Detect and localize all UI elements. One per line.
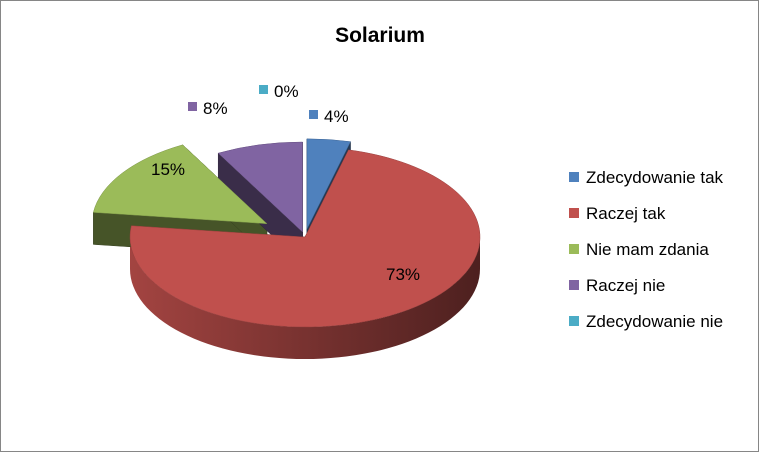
legend-label-3: Nie mam zdania bbox=[586, 240, 709, 259]
legend-swatch-3 bbox=[569, 244, 579, 254]
chart-title: Solarium bbox=[335, 24, 425, 47]
legend-swatch-4 bbox=[569, 280, 579, 290]
legend-label-4: Raczej nie bbox=[586, 276, 665, 295]
data-label-marker-5 bbox=[259, 85, 268, 94]
data-label-4: 8% bbox=[203, 99, 228, 118]
data-label-5: 0% bbox=[274, 82, 299, 101]
data-label-3: 15% bbox=[151, 160, 185, 179]
data-label-1: 4% bbox=[324, 107, 349, 126]
legend-label-1: Zdecydowanie tak bbox=[586, 168, 724, 187]
pie-slice-3 bbox=[93, 144, 268, 224]
legend-swatch-5 bbox=[569, 316, 579, 326]
pie-slice-4 bbox=[217, 141, 303, 233]
data-label-marker-1 bbox=[309, 110, 318, 119]
data-label-marker-4 bbox=[188, 102, 197, 111]
legend-swatch-1 bbox=[569, 172, 579, 182]
pie-plot: 4% 73% 15% 8% 0% bbox=[93, 82, 481, 359]
pie-slice-1 bbox=[306, 138, 351, 229]
legend-label-2: Raczej tak bbox=[586, 204, 666, 223]
legend-swatch-2 bbox=[569, 208, 579, 218]
pie-slice-2 bbox=[129, 149, 481, 328]
data-label-2: 73% bbox=[386, 265, 420, 284]
legend: Zdecydowanie tak Raczej tak Nie mam zdania… bbox=[569, 168, 724, 331]
legend-label-5: Zdecydowanie nie bbox=[586, 312, 723, 331]
